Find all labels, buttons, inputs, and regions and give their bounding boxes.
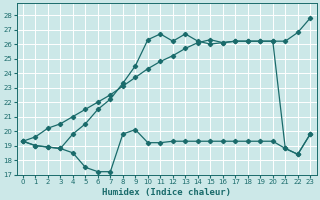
X-axis label: Humidex (Indice chaleur): Humidex (Indice chaleur) [102, 188, 231, 197]
